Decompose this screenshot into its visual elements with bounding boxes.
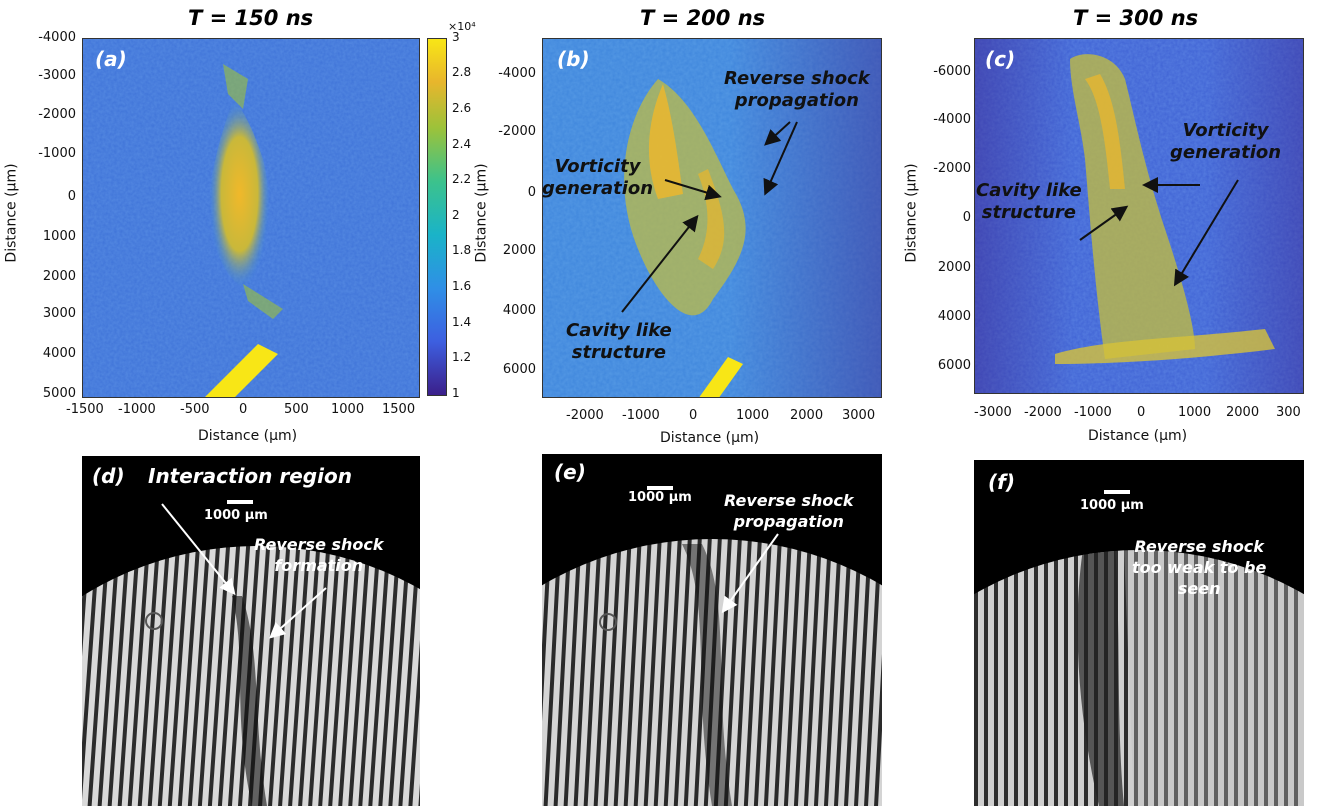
y-tick: 0 (527, 185, 536, 200)
y-tick: -4000 (498, 66, 536, 81)
x-tick: -1000 (1074, 405, 1112, 420)
panel-f-tag: (f) (988, 470, 1015, 494)
panel-b-xticks: -2000 -1000 0 1000 2000 3000 (542, 408, 882, 426)
x-tick: 500 (284, 402, 309, 417)
y-tick: -4000 (933, 112, 971, 127)
y-tick: -2000 (38, 107, 76, 122)
panel-e-image: (e) 1000 μm Reverse shock propagation (542, 454, 882, 806)
y-tick: -3000 (38, 68, 76, 83)
x-tick: -1500 (66, 402, 104, 417)
y-tick: -4000 (38, 30, 76, 45)
y-tick: -6000 (933, 64, 971, 79)
panel-a-title: T = 150 ns (188, 6, 314, 30)
annotation-reverse-shock-b: Reverse shock propagation (724, 68, 870, 111)
y-tick: 4000 (42, 346, 76, 361)
cbar-tick: 1 (452, 386, 460, 400)
panel-b-ylabel: Distance (μm) (473, 163, 490, 263)
panel-d-title: Interaction region (148, 464, 352, 488)
y-tick: -2000 (498, 124, 536, 139)
cbar-tick: 1.8 (452, 243, 472, 257)
panel-d-tag: (d) (92, 464, 125, 488)
y-tick: 0 (962, 210, 971, 225)
x-tick: 0 (689, 408, 698, 423)
panel-f-scale: 1000 μm (1080, 498, 1144, 513)
panel-d-image: (d) Interaction region 1000 μm Reverse s… (82, 456, 420, 806)
panel-b-xlabel: Distance (μm) (660, 430, 760, 446)
cbar-tick: 2.8 (452, 65, 472, 79)
panel-c-yticks: -6000 -4000 -2000 0 2000 4000 6000 (925, 30, 975, 400)
y-tick: 2000 (937, 260, 971, 275)
cbar-tick: 1.2 (452, 350, 472, 364)
x-tick: 1000 (1178, 405, 1212, 420)
x-tick: -3000 (974, 405, 1012, 420)
cbar-tick: 2.4 (452, 137, 472, 151)
y-tick: 4000 (502, 303, 536, 318)
colorbar (427, 38, 447, 396)
cbar-tick: 1.6 (452, 279, 472, 293)
x-tick: 0 (239, 402, 248, 417)
panel-b-yticks: -4000 -2000 0 2000 4000 6000 (490, 30, 540, 400)
x-tick: 2000 (1226, 405, 1260, 420)
annotation-cavity-b: Cavity like structure (566, 320, 672, 363)
x-tick: 0 (1137, 405, 1146, 420)
x-tick: 1000 (331, 402, 365, 417)
x-tick: -1000 (622, 408, 660, 423)
panel-c-xticks: -3000 -2000 -1000 0 1000 2000 300 (974, 405, 1304, 423)
panel-d-annotation: Reverse shock formation (254, 535, 384, 575)
cbar-tick: 3 (452, 30, 460, 44)
panel-e-annotation: Reverse shock propagation (724, 491, 854, 531)
y-tick: 2000 (42, 269, 76, 284)
panel-c-ylabel: Distance (μm) (903, 163, 920, 263)
panel-c-tag: (c) (985, 47, 1016, 71)
panel-a-yticks: -4000 -3000 -2000 -1000 0 1000 2000 3000… (30, 30, 80, 401)
cbar-tick: 2.6 (452, 101, 472, 115)
y-tick: -2000 (933, 161, 971, 176)
x-tick: -1000 (118, 402, 156, 417)
panel-e-tag: (e) (554, 460, 586, 484)
panel-c-image: (c) (974, 38, 1304, 394)
x-tick: 1000 (736, 408, 770, 423)
panel-a-image: (a) (82, 38, 420, 398)
panel-b-tag: (b) (557, 47, 590, 71)
x-tick: -2000 (1024, 405, 1062, 420)
panel-d-scale: 1000 μm (204, 508, 268, 523)
cbar-tick: 1.4 (452, 315, 472, 329)
x-tick: 300 (1276, 405, 1301, 420)
panel-c-title: T = 300 ns (1073, 6, 1199, 30)
panel-b-title: T = 200 ns (640, 6, 766, 30)
y-tick: 3000 (42, 306, 76, 321)
panel-b-image: (b) (542, 38, 882, 398)
x-tick: -500 (180, 402, 210, 417)
panel-a-xticks: -1500 -1000 -500 0 500 1000 1500 (66, 402, 420, 420)
panel-a-tag: (a) (95, 47, 127, 71)
y-tick: 0 (67, 189, 76, 204)
panel-a-ylabel: Distance (μm) (3, 163, 20, 263)
cbar-tick: 2.2 (452, 172, 472, 186)
panel-a-xlabel: Distance (μm) (198, 428, 298, 444)
cbar-tick: 2 (452, 208, 460, 222)
annotation-vorticity-b: Vorticity generation (542, 156, 654, 199)
y-tick: -1000 (38, 146, 76, 161)
y-tick: 4000 (937, 309, 971, 324)
y-tick: 5000 (42, 386, 76, 401)
x-tick: -2000 (566, 408, 604, 423)
x-tick: 1500 (382, 402, 416, 417)
y-tick: 6000 (502, 362, 536, 377)
annotation-vorticity-c: Vorticity generation (1170, 120, 1282, 163)
annotation-cavity-c: Cavity like structure (976, 180, 1082, 223)
colorbar-gradient (428, 39, 446, 395)
x-tick: 2000 (790, 408, 824, 423)
y-tick: 6000 (937, 358, 971, 373)
x-tick: 3000 (842, 408, 876, 423)
colorbar-exponent: ×10⁴ (448, 20, 476, 33)
panel-c-xlabel: Distance (μm) (1088, 428, 1188, 444)
colorbar-ticks: 3 2.8 2.6 2.4 2.2 2 1.8 1.6 1.4 1.2 1 (452, 30, 482, 400)
y-tick: 2000 (502, 243, 536, 258)
panel-f-annotation: Reverse shock too weak to be seen (1132, 537, 1267, 598)
panel-f-image: (f) 1000 μm Reverse shock too weak to be… (974, 460, 1304, 806)
panel-e-scale: 1000 μm (628, 490, 692, 505)
y-tick: 1000 (42, 229, 76, 244)
